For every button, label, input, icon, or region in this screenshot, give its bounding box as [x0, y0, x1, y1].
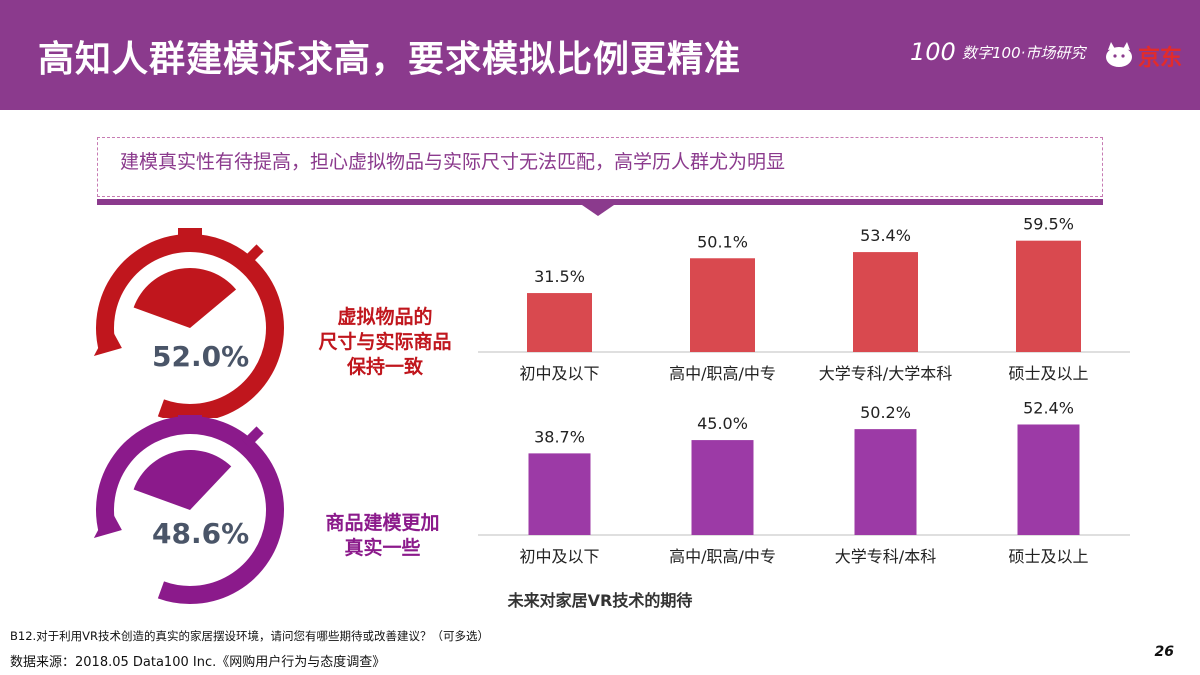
jd-logo: 京东	[1138, 46, 1183, 71]
bar	[691, 440, 754, 535]
gauge-arrow-icon	[93, 507, 122, 538]
gauge-side-tick	[242, 426, 264, 448]
gauge-fill-sector	[133, 450, 232, 510]
x-tick-label: 高中/职高/中专	[669, 364, 776, 383]
gauge-knob-stem	[186, 417, 194, 423]
jd-mascot-icon	[1102, 40, 1136, 74]
bar-chart-svg: 31.5% 初中及以下 50.1% 高中/职高/中专 53.4% 大学专科/大学本科 59.…	[478, 215, 1130, 383]
subtitle-box: 建模真实性有待提高，担心虚拟物品与实际尺寸无法匹配，高学历人群尤为明显	[97, 137, 1103, 197]
x-tick-label: 大学专科/大学本科	[819, 364, 952, 383]
x-tick-label: 硕士及以上	[1008, 364, 1088, 383]
x-tick-label: 高中/职高/中专	[669, 547, 776, 566]
bar	[1016, 240, 1081, 352]
bar	[528, 453, 591, 535]
gauge-knob	[178, 225, 202, 237]
gauge-label-line: 尺寸与实际商品	[318, 331, 452, 353]
gauge-ring	[96, 416, 284, 604]
gauge-side-tick	[242, 244, 264, 266]
x-tick-label: 大学专科/本科	[835, 547, 936, 566]
bar	[527, 293, 592, 352]
bar-value-label: 45.0%	[697, 414, 748, 433]
bar-chart-svg: 38.7% 初中及以下 45.0% 高中/职高/中专 50.2% 大学专科/本科 52.4%…	[478, 398, 1130, 566]
gauge-dimension-match-value: 52.0%	[152, 340, 250, 373]
bar-chart-dimension-match: 31.5% 初中及以下 50.1% 高中/职高/中专 53.4% 大学专科/大学本科 59.…	[478, 212, 1130, 392]
data100-logo: 100	[910, 38, 956, 66]
data-source: 数据来源：2018.05 Data100 Inc.《网购用户行为与态度调查》	[10, 655, 386, 670]
gauge-label-line: 商品建模更加	[325, 512, 440, 534]
gauge-realistic-model-label: 商品建模更加 真实一些	[300, 511, 465, 561]
gauge-dimension-match-ring	[93, 225, 284, 422]
gauge-realistic-model-ring	[93, 407, 284, 604]
subtitle-text: 建模真实性有待提高，担心虚拟物品与实际尺寸无法匹配，高学历人群尤为明显	[120, 151, 786, 173]
gauge-label-line: 虚拟物品的	[337, 306, 433, 328]
gauge-arrow-icon	[93, 325, 122, 356]
bar-value-label: 38.7%	[534, 427, 585, 446]
bar-value-label: 50.1%	[697, 232, 748, 251]
gauge-knob-stem	[186, 235, 194, 241]
bar-value-label: 52.4%	[1023, 398, 1074, 417]
header-banner: 高知人群建模诉求高，要求模拟比例更精准 100 数字100·市场研究 京东	[0, 0, 1200, 110]
x-tick-label: 硕士及以上	[1008, 547, 1088, 566]
bar	[854, 429, 917, 535]
gauge-fill-sector	[133, 268, 237, 328]
bar-value-label: 31.5%	[534, 267, 585, 286]
x-tick-label: 初中及以下	[519, 547, 599, 566]
bar-value-label: 53.4%	[860, 226, 911, 245]
subtitle-underline	[97, 199, 1103, 205]
gauge-ring	[96, 234, 284, 422]
page-number: 26	[1154, 644, 1174, 660]
page-title: 高知人群建模诉求高，要求模拟比例更精准	[38, 39, 742, 80]
gauge-dimension-match-label: 虚拟物品的 尺寸与实际商品 保持一致	[290, 305, 480, 380]
gauge-label-line: 保持一致	[346, 356, 423, 378]
bar-value-label: 59.5%	[1023, 215, 1074, 234]
chart-caption: 未来对家居VR技术的期待	[507, 591, 693, 610]
bar	[690, 258, 755, 352]
bar	[1017, 424, 1080, 535]
bar	[853, 252, 918, 352]
bar-value-label: 50.2%	[860, 403, 911, 422]
gauge-realistic-model-value: 48.6%	[152, 517, 250, 550]
survey-question: B12.对于利用VR技术创造的真实的家居摆设环境，请问您有哪些期待或改善建议？（…	[10, 629, 490, 643]
data100-brand-text: 数字100·市场研究	[962, 44, 1086, 62]
gauge-realistic-model: 48.6%	[90, 407, 290, 605]
gauge-label-line: 真实一些	[344, 537, 421, 559]
subtitle-pointer	[582, 205, 614, 216]
x-tick-label: 初中及以下	[519, 364, 599, 383]
gauge-dimension-match: 52.0%	[90, 225, 290, 422]
bar-chart-realistic-model: 38.7% 初中及以下 45.0% 高中/职高/中专 50.2% 大学专科/本科 52.4%…	[478, 395, 1130, 575]
